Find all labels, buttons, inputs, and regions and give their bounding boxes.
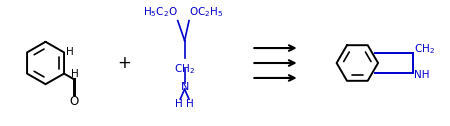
Text: CH$_2$: CH$_2$ [414, 42, 435, 56]
Text: H: H [66, 47, 73, 57]
Text: OC$_2$H$_5$: OC$_2$H$_5$ [189, 6, 224, 19]
Text: CH$_2$: CH$_2$ [174, 62, 195, 76]
Text: O: O [69, 95, 78, 108]
Text: H: H [186, 99, 194, 109]
Text: H$_5$C$_2$O: H$_5$C$_2$O [143, 6, 177, 19]
Text: H: H [71, 69, 78, 79]
Text: +: + [117, 54, 131, 72]
Text: H: H [175, 99, 183, 109]
Text: N: N [180, 82, 189, 92]
Text: NH: NH [414, 70, 429, 80]
